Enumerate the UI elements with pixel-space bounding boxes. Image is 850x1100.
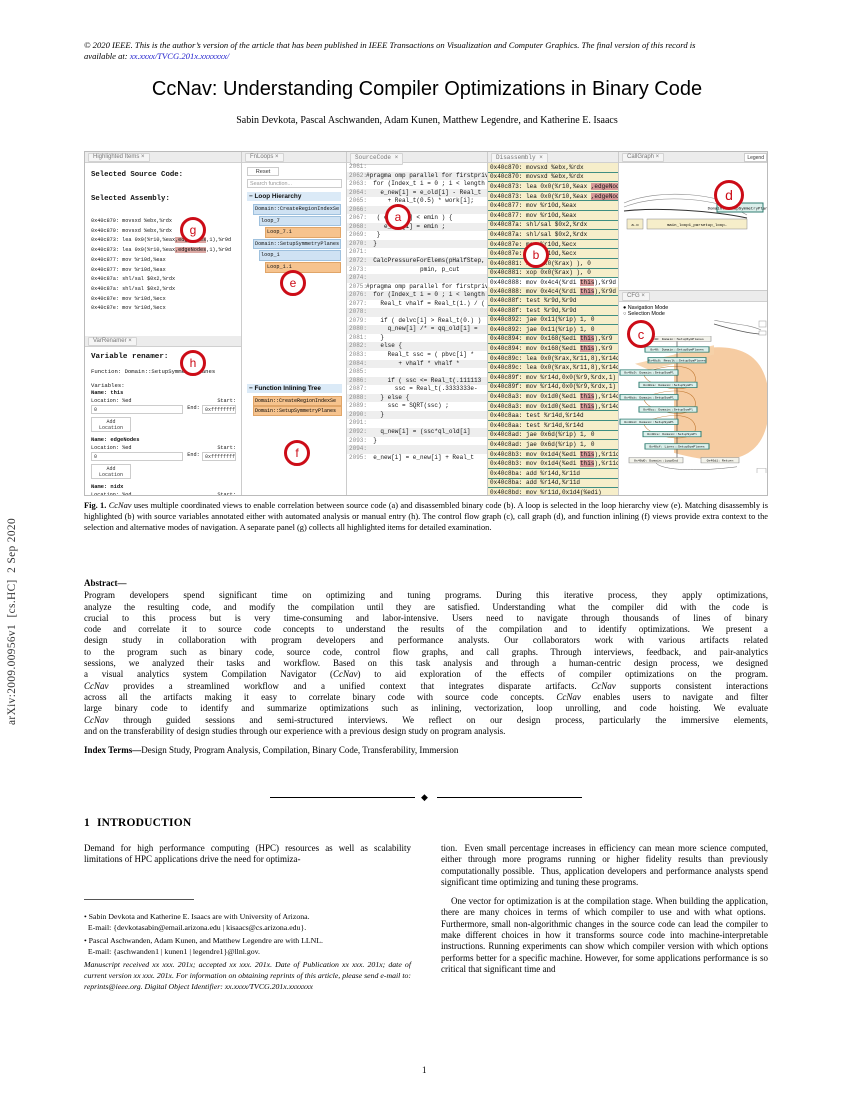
svg-text:0x40c8: Result::SetupSymPlanes: 0x40c8: Result::SetupSymPlanes: [648, 359, 706, 362]
svg-text:Domain::SetupSymmetryPlanes: Domain::SetupSymmetryPlanes: [708, 207, 768, 212]
svg-text:0x40d1: Return: 0x40d1: Return: [707, 459, 734, 462]
svg-text:0x40cd: Domain::SetupSymPl: 0x40cd: Domain::SetupSymPl: [624, 420, 674, 423]
svg-text:0x40: Domain::SetupSymPlanes: 0x40: Domain::SetupSymPlanes: [650, 348, 704, 351]
svg-text:0x40c9: Domain::SetupSymPl: 0x40c9: Domain::SetupSymPl: [624, 371, 674, 374]
svg-text:0x40ca: Domain::SetupSymPl: 0x40ca: Domain::SetupSymPl: [643, 383, 693, 386]
svg-text:0x40cc: Domain::SetupSymPl: 0x40cc: Domain::SetupSymPl: [643, 408, 693, 411]
svg-text:0x40ce: Domain::SetupSymPl: 0x40ce: Domain::SetupSymPl: [647, 433, 697, 436]
svg-text:0x40d0: Domain::LoopEnd: 0x40d0: Domain::LoopEnd: [634, 459, 678, 462]
svg-text:0x40cf: Lines::SetupSymPlanes: 0x40cf: Lines::SetupSymPlanes: [649, 445, 705, 448]
svg-text:main_loop1_parsetup_loop…: main_loop1_parsetup_loop…: [667, 223, 728, 228]
svg-text:a.o: a.o: [631, 224, 639, 228]
svg-text:0x40cb: Domain::SetupSymPl: 0x40cb: Domain::SetupSymPl: [624, 396, 674, 399]
svg-text:0x40: Domain::SetupSymPlanes: 0x40: Domain::SetupSymPlanes: [650, 337, 704, 340]
